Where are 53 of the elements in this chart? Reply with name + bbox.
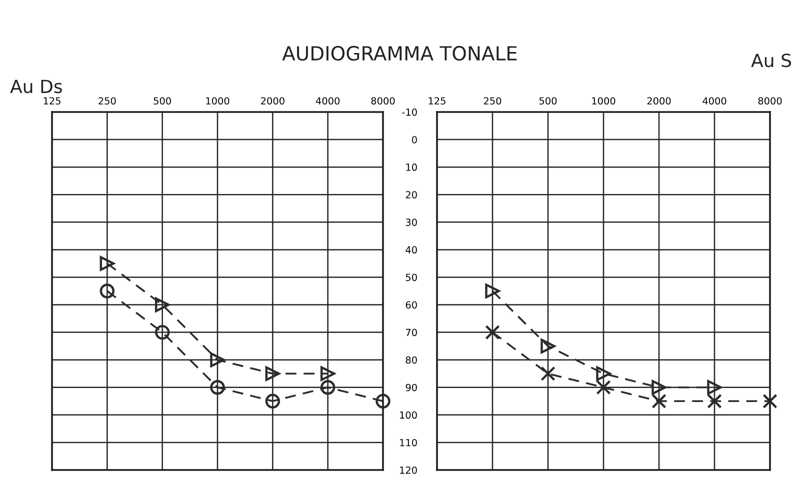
point — [485, 324, 500, 340]
chart-subtitle: Au Ds — [10, 80, 62, 94]
point — [154, 297, 170, 312]
y-tick-label: 20 — [406, 191, 417, 198]
chart-title: AUDIOGRAMMA TONALE — [282, 46, 517, 61]
x-tick-label: 1000 — [592, 97, 616, 105]
y-tick-label: 70 — [406, 328, 417, 336]
y-tick-label: 50 — [406, 274, 417, 282]
chart-subtitle: Au S — [751, 54, 791, 68]
x-tick-label: 250 — [484, 97, 502, 105]
point — [100, 284, 115, 298]
point — [154, 324, 170, 340]
y-tick-label: 10 — [406, 164, 417, 171]
point — [540, 338, 556, 354]
point — [210, 380, 225, 395]
x-tick-label: 2000 — [647, 97, 671, 105]
point — [485, 284, 500, 298]
y-tick-label: 40 — [406, 246, 417, 254]
point — [652, 380, 666, 395]
y-tick-label: 110 — [400, 438, 417, 446]
x-tick-label: 500 — [539, 97, 557, 105]
x-tick-label: 8000 — [371, 97, 395, 105]
point — [376, 394, 390, 409]
point — [320, 366, 336, 381]
x-tick-label: 250 — [98, 97, 116, 105]
point — [265, 394, 280, 409]
x-tick-label: 500 — [154, 97, 171, 105]
point — [100, 256, 115, 271]
x-tick-label: 8000 — [758, 97, 782, 105]
y-tick-label: 120 — [400, 466, 417, 474]
x-tick-label: 125 — [44, 97, 60, 105]
point — [707, 380, 722, 395]
point — [652, 394, 666, 409]
x-tick-label: 4000 — [316, 97, 340, 105]
y-tick-label: -10 — [402, 108, 417, 116]
point — [540, 366, 556, 381]
y-tick-label: 100 — [400, 411, 417, 419]
point — [596, 380, 611, 395]
point — [762, 394, 778, 409]
y-tick-label: 90 — [406, 384, 417, 392]
point — [265, 366, 280, 381]
x-tick-label: 125 — [428, 97, 446, 105]
point — [320, 380, 336, 395]
y-tick-label: 80 — [406, 356, 417, 364]
y-tick-label: 30 — [406, 218, 417, 226]
point — [707, 394, 722, 409]
y-tick-label: 0 — [412, 136, 417, 144]
y-tick-label: 60 — [406, 301, 417, 309]
x-tick-label: 1000 — [206, 97, 230, 105]
point — [596, 366, 611, 381]
point — [210, 352, 225, 368]
x-tick-label: 4000 — [702, 97, 726, 105]
x-tick-label: 2000 — [261, 97, 284, 105]
